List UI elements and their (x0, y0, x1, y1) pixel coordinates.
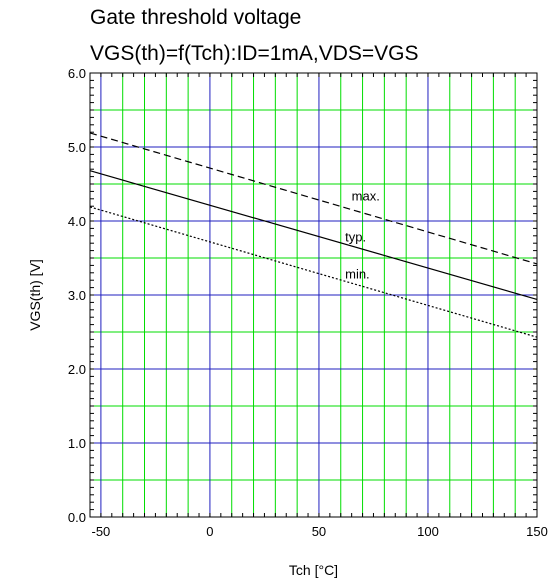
series-line-typ (89, 170, 538, 301)
y-axis-label: VGS(th) [V] (27, 259, 43, 331)
x-tick-label: 50 (312, 524, 326, 539)
plot-frame (89, 72, 538, 518)
x-tick-label: 0 (206, 524, 213, 539)
series-label-max: max. (352, 188, 380, 203)
x-tick-label: 150 (526, 524, 548, 539)
y-tick-label: 2.0 (68, 362, 86, 377)
series-line-max (89, 132, 538, 265)
x-axis-label: Tch [°C] (289, 562, 338, 578)
series-lines: max. typ. min. (89, 132, 538, 338)
y-tick-label: 0.0 (68, 510, 86, 525)
y-tick-label: 3.0 (68, 288, 86, 303)
y-tick-label: 6.0 (68, 66, 86, 81)
series-label-typ: typ. (345, 230, 366, 245)
major-grid (90, 73, 537, 517)
series-label-min: min. (345, 267, 370, 282)
x-tick-label: -50 (92, 524, 111, 539)
y-tick-label: 5.0 (68, 140, 86, 155)
x-tick-label: 100 (417, 524, 439, 539)
series-line-min (89, 206, 538, 338)
y-tick-label: 1.0 (68, 436, 86, 451)
chart-subtitle: VGS(th)=f(Tch):ID=1mA,VDS=VGS (90, 42, 419, 65)
chart-title: Gate threshold voltage (90, 6, 302, 29)
tick-labels: -50 0 50 100 150 0.0 1.0 2.0 3.0 4.0 5.0 6.0 (68, 66, 548, 539)
y-tick-label: 4.0 (68, 214, 86, 229)
